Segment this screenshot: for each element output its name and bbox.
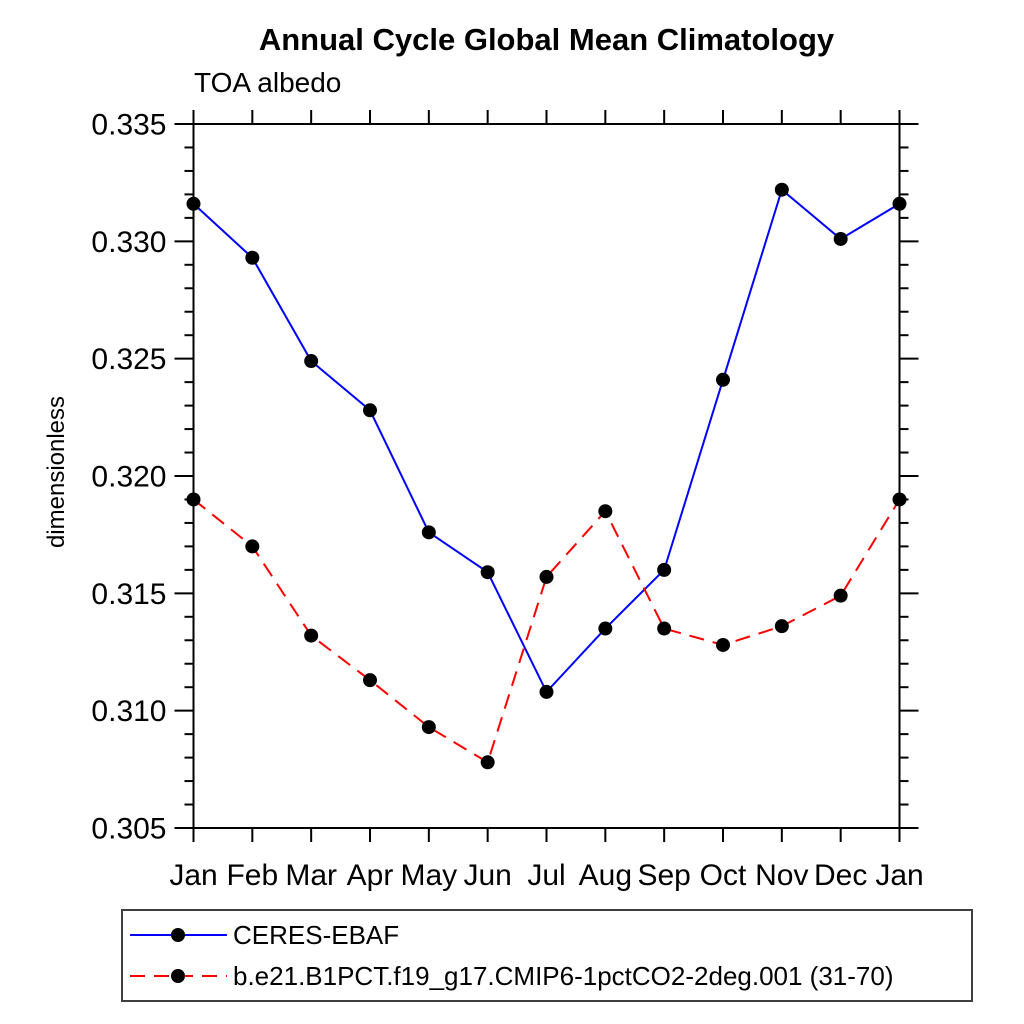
data-point-marker — [480, 565, 495, 580]
data-point-marker — [421, 720, 436, 735]
legend-item-ceres-ebaf: CERES-EBAF — [128, 918, 971, 952]
data-point-marker — [598, 621, 613, 636]
series-line-1 — [192, 498, 901, 764]
y-axis-tick-label: 0.315 — [91, 578, 166, 611]
plot-frame — [192, 123, 901, 829]
data-point-marker — [716, 637, 730, 652]
legend: CERES-EBAF b.e21.B1PCT.f19_g17.CMIP6-1pc… — [121, 909, 973, 1002]
data-point-marker — [892, 492, 907, 507]
y-axis-tick-label: 0.330 — [91, 226, 166, 259]
legend-line-sample — [130, 928, 227, 942]
data-point-marker — [304, 628, 319, 643]
y-axis-tick-label: 0.325 — [91, 343, 166, 376]
chart-title: Annual Cycle Global Mean Climatology — [258, 22, 835, 57]
series-line-0 — [192, 187, 901, 694]
x-axis-tick-label: Oct — [700, 859, 747, 892]
data-point-marker — [716, 372, 730, 387]
data-point-marker — [245, 539, 260, 554]
legend-marker — [171, 969, 185, 983]
legend-marker — [171, 928, 185, 942]
x-axis-tick-label: Jul — [527, 859, 565, 892]
x-axis-tick-label: Nov — [755, 859, 808, 892]
x-axis-tick-label: Aug — [579, 859, 632, 892]
data-point-marker — [774, 182, 789, 197]
legend-item-model-run: b.e21.B1PCT.f19_g17.CMIP6-1pctCO2-2deg.0… — [128, 959, 971, 993]
x-axis-tick-label: Jan — [169, 859, 217, 892]
data-point-marker — [598, 504, 613, 519]
legend-label: CERES-EBAF — [233, 919, 400, 950]
x-axis-tick-label: Apr — [347, 859, 394, 892]
y-axis-tick-label: 0.310 — [91, 695, 166, 728]
x-axis-tick-label: Feb — [226, 859, 278, 892]
y-axis-tick-label: 0.335 — [91, 109, 166, 142]
y-axis-tick-label: 0.305 — [91, 813, 166, 846]
chart-subtitle: TOA albedo — [194, 67, 342, 98]
data-point-marker — [833, 231, 848, 246]
data-point-marker — [363, 673, 377, 688]
legend-line-sample — [130, 969, 227, 983]
data-point-marker — [186, 492, 201, 507]
data-point-marker — [304, 354, 319, 369]
x-axis-tick-label: Dec — [814, 859, 867, 892]
data-point-marker — [186, 196, 201, 211]
data-point-marker — [774, 619, 789, 634]
data-point-marker — [245, 250, 260, 265]
y-axis-tick-label: 0.320 — [91, 461, 166, 494]
x-axis-tick-label: Sep — [637, 859, 690, 892]
data-point-marker — [363, 403, 377, 418]
x-axis-tick-label: Jan — [875, 859, 923, 892]
x-axis-tick-label: May — [400, 859, 457, 892]
data-point-marker — [539, 684, 554, 699]
data-point-marker — [833, 588, 848, 603]
data-point-marker — [539, 569, 554, 584]
legend-label: b.e21.B1PCT.f19_g17.CMIP6-1pctCO2-2deg.0… — [233, 960, 894, 991]
data-point-marker — [421, 525, 436, 540]
x-axis-tick-label: Jun — [463, 859, 511, 892]
data-point-marker — [657, 562, 672, 577]
x-axis-tick-label: Mar — [285, 859, 337, 892]
data-point-marker — [657, 621, 672, 636]
data-point-marker — [892, 196, 907, 211]
data-point-marker — [480, 755, 495, 770]
